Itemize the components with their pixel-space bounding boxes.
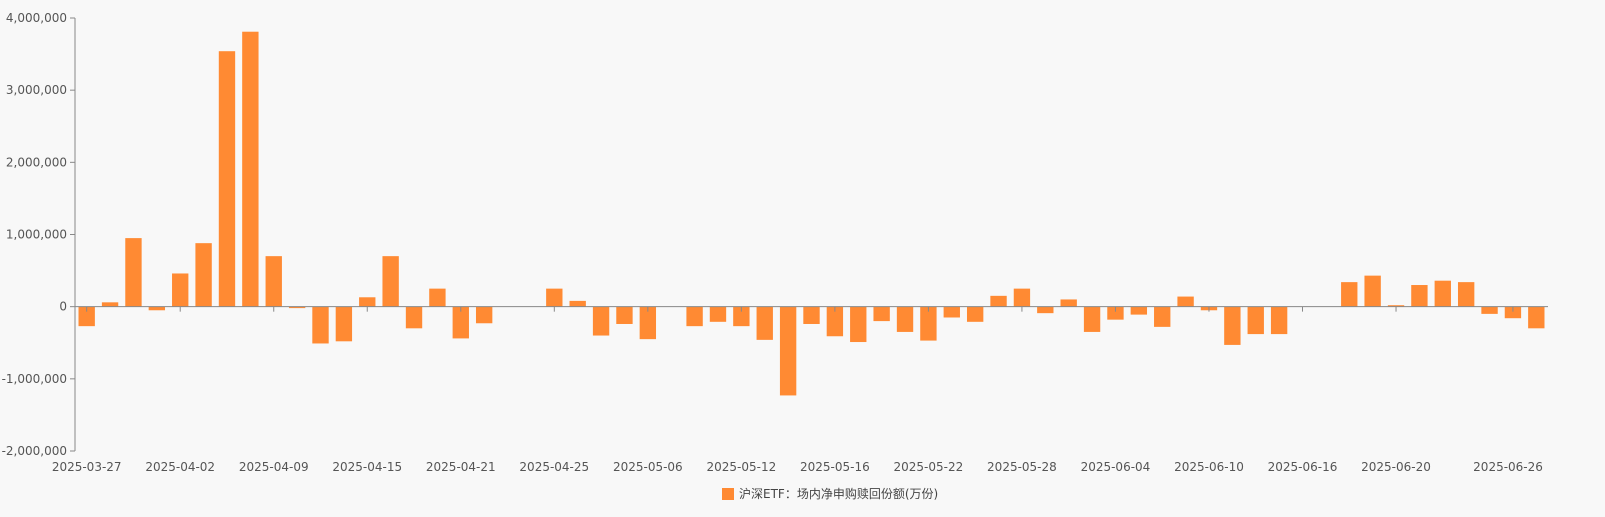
bar[interactable] xyxy=(733,306,750,327)
bar[interactable] xyxy=(1528,306,1545,329)
bar[interactable] xyxy=(1107,306,1124,320)
x-tick-label: 2025-05-16 xyxy=(800,460,870,474)
legend[interactable]: 沪深ETF：场内净申购赎回份额(万份) xyxy=(722,486,938,501)
y-tick-label: -2,000,000 xyxy=(2,444,67,458)
x-tick-label: 2025-04-09 xyxy=(239,460,309,474)
x-tick-label: 2025-05-12 xyxy=(706,460,776,474)
y-tick-label: 1,000,000 xyxy=(6,228,67,242)
y-axis: -2,000,000 -1,000,000 0 1,000,000 2,000,000 3… xyxy=(2,11,76,458)
bar[interactable] xyxy=(1457,282,1475,307)
x-tick-label: 2025-04-15 xyxy=(332,460,402,474)
bar[interactable] xyxy=(1247,306,1264,335)
x-tick-label: 2025-06-16 xyxy=(1268,460,1338,474)
x-axis: 2025-03-27 2025-04-02 2025-04-09 2025-04-15… xyxy=(52,306,1548,474)
bar[interactable] xyxy=(709,306,727,322)
bar[interactable] xyxy=(966,306,984,322)
y-tick-label: 4,000,000 xyxy=(6,11,67,25)
legend-label: 沪深ETF：场内净申购赎回份额(万份) xyxy=(739,486,938,501)
bar[interactable] xyxy=(779,306,797,396)
bar[interactable] xyxy=(1013,288,1031,307)
bar[interactable] xyxy=(312,306,329,344)
x-tick-label: 2025-06-10 xyxy=(1174,460,1244,474)
bar[interactable] xyxy=(1411,285,1428,307)
bar[interactable] xyxy=(148,306,166,311)
bar[interactable] xyxy=(429,288,446,307)
bar[interactable] xyxy=(1037,306,1054,314)
bar[interactable] xyxy=(101,302,119,307)
bar[interactable] xyxy=(803,306,820,324)
bar[interactable] xyxy=(1434,280,1451,307)
bar[interactable] xyxy=(475,306,493,324)
x-tick-label: 2025-05-28 xyxy=(987,460,1057,474)
legend-swatch xyxy=(722,488,734,500)
x-tick-label: 2025-03-27 xyxy=(52,460,122,474)
bar[interactable] xyxy=(1270,306,1288,335)
bar[interactable] xyxy=(242,31,259,307)
x-tick-label: 2025-06-26 xyxy=(1473,460,1543,474)
x-tick-label: 2025-05-22 xyxy=(894,460,964,474)
bar[interactable] xyxy=(452,306,469,339)
bar[interactable] xyxy=(1224,306,1241,345)
bar[interactable] xyxy=(1177,296,1194,307)
bar[interactable] xyxy=(265,256,282,307)
bar[interactable] xyxy=(546,288,563,307)
bar[interactable] xyxy=(569,300,586,307)
bar[interactable] xyxy=(1364,275,1381,307)
bar[interactable] xyxy=(943,306,960,318)
bar[interactable] xyxy=(1481,306,1498,314)
bar[interactable] xyxy=(920,306,937,341)
bar[interactable] xyxy=(405,306,423,329)
x-tick-label: 2025-04-21 xyxy=(426,460,496,474)
x-tick-label: 2025-06-04 xyxy=(1081,460,1151,474)
y-tick-label: -1,000,000 xyxy=(2,372,67,386)
bar[interactable] xyxy=(1083,306,1101,332)
bar[interactable] xyxy=(359,297,376,307)
y-tick-label: 0 xyxy=(59,300,67,314)
bar[interactable] xyxy=(850,306,867,343)
bar-series xyxy=(78,31,1545,396)
bar[interactable] xyxy=(125,238,142,307)
bar[interactable] xyxy=(896,306,914,332)
bar[interactable] xyxy=(873,306,890,322)
bar[interactable] xyxy=(1387,305,1405,307)
bar[interactable] xyxy=(218,51,236,307)
bar[interactable] xyxy=(1130,306,1148,315)
y-tick-label: 3,000,000 xyxy=(6,83,67,97)
bar[interactable] xyxy=(288,306,306,309)
bar[interactable] xyxy=(1154,306,1171,327)
x-tick-label: 2025-04-02 xyxy=(145,460,215,474)
bar[interactable] xyxy=(592,306,610,336)
bar[interactable] xyxy=(639,306,657,340)
bar[interactable] xyxy=(990,295,1007,307)
bar[interactable] xyxy=(1341,282,1358,307)
bar[interactable] xyxy=(686,306,703,327)
bar[interactable] xyxy=(756,306,773,340)
y-tick-label: 2,000,000 xyxy=(6,155,67,169)
x-tick-label: 2025-05-06 xyxy=(613,460,683,474)
bar[interactable] xyxy=(78,306,95,327)
bar[interactable] xyxy=(172,273,189,307)
bar[interactable] xyxy=(382,256,399,307)
bar[interactable] xyxy=(195,243,212,307)
bar[interactable] xyxy=(335,306,353,342)
bar[interactable] xyxy=(1504,306,1522,319)
bar[interactable] xyxy=(1060,299,1077,307)
x-tick-label: 2025-06-20 xyxy=(1361,460,1431,474)
bar[interactable] xyxy=(616,306,633,324)
x-tick-label: 2025-04-25 xyxy=(519,460,589,474)
bar[interactable] xyxy=(826,306,844,337)
